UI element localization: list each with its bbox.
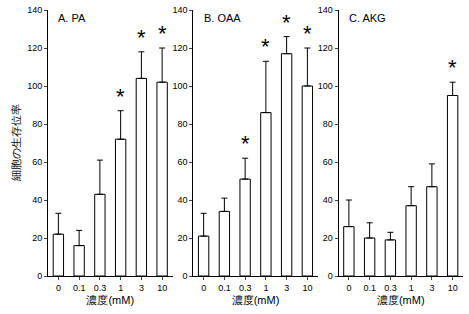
svg-text:10: 10 (448, 283, 458, 293)
svg-text:0.1: 0.1 (218, 283, 231, 293)
svg-text:0: 0 (37, 271, 42, 281)
svg-text:細胞の生存位率: 細胞の生存位率 (10, 105, 22, 183)
svg-text:*: * (116, 84, 125, 109)
svg-text:*: * (282, 10, 291, 35)
svg-text:3: 3 (429, 283, 434, 293)
svg-text:0: 0 (201, 283, 206, 293)
svg-text:*: * (261, 34, 270, 59)
svg-text:濃度(mM): 濃度(mM) (232, 294, 280, 306)
svg-text:濃度(mM): 濃度(mM) (86, 294, 134, 306)
svg-text:80: 80 (177, 119, 187, 129)
svg-text:1: 1 (263, 283, 268, 293)
svg-text:3: 3 (284, 283, 289, 293)
svg-text:60: 60 (32, 157, 42, 167)
svg-text:120: 120 (172, 43, 187, 53)
svg-text:濃度(mM): 濃度(mM) (377, 294, 425, 306)
svg-text:80: 80 (323, 119, 333, 129)
svg-text:*: * (158, 21, 167, 46)
svg-text:100: 100 (27, 81, 42, 91)
svg-text:120: 120 (27, 43, 42, 53)
svg-text:*: * (137, 25, 146, 50)
svg-text:140: 140 (318, 5, 333, 15)
svg-text:140: 140 (172, 5, 187, 15)
svg-text:0.1: 0.1 (73, 283, 86, 293)
svg-text:140: 140 (27, 5, 42, 15)
svg-text:120: 120 (318, 43, 333, 53)
svg-text:3: 3 (139, 283, 144, 293)
svg-text:0.3: 0.3 (94, 283, 107, 293)
svg-text:40: 40 (323, 195, 333, 205)
svg-text:*: * (241, 131, 250, 156)
svg-text:80: 80 (32, 119, 42, 129)
svg-text:100: 100 (318, 81, 333, 91)
svg-text:0: 0 (328, 271, 333, 281)
svg-text:B. OAA: B. OAA (204, 12, 241, 24)
svg-text:20: 20 (323, 233, 333, 243)
svg-text:C. AKG: C. AKG (349, 12, 386, 24)
svg-text:100: 100 (172, 81, 187, 91)
svg-text:40: 40 (32, 195, 42, 205)
svg-text:60: 60 (177, 157, 187, 167)
svg-text:1: 1 (409, 283, 414, 293)
svg-text:*: * (303, 21, 312, 46)
svg-text:A. PA: A. PA (58, 12, 86, 24)
svg-text:0.3: 0.3 (384, 283, 397, 293)
svg-text:20: 20 (177, 233, 187, 243)
svg-text:1: 1 (118, 283, 123, 293)
svg-text:60: 60 (323, 157, 333, 167)
svg-text:0: 0 (56, 283, 61, 293)
svg-text:10: 10 (302, 283, 312, 293)
svg-text:0.3: 0.3 (239, 283, 252, 293)
svg-text:10: 10 (157, 283, 167, 293)
svg-text:*: * (448, 55, 457, 80)
svg-text:0: 0 (182, 271, 187, 281)
svg-text:0.1: 0.1 (363, 283, 376, 293)
svg-text:0: 0 (346, 283, 351, 293)
svg-text:20: 20 (32, 233, 42, 243)
svg-text:40: 40 (177, 195, 187, 205)
